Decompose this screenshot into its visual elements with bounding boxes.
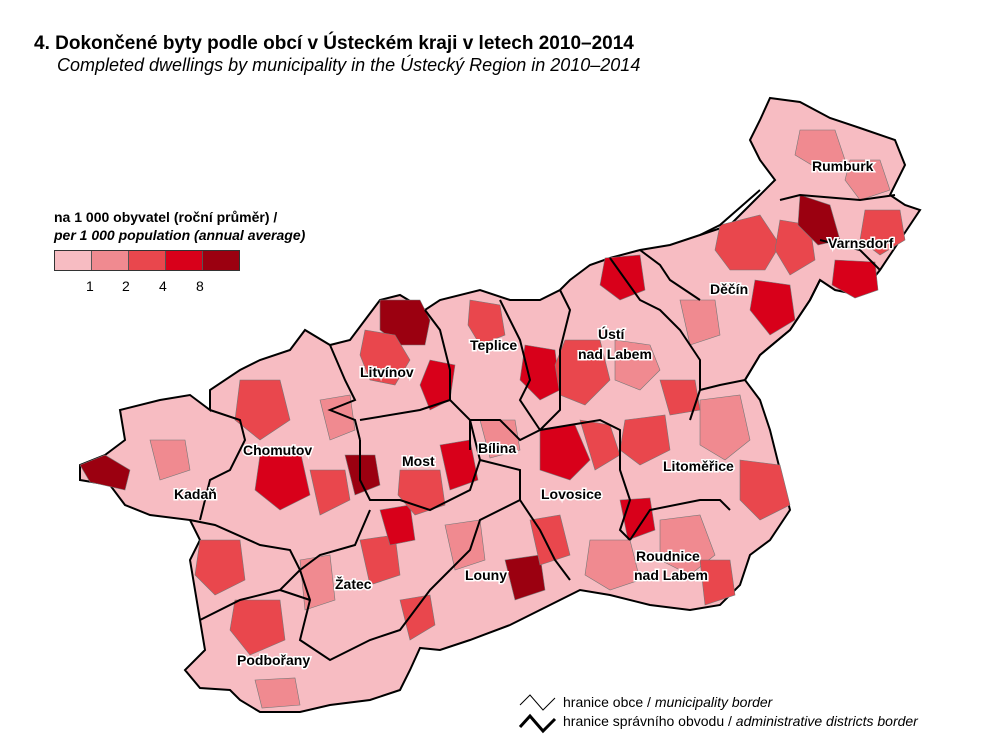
district-labels: Rumburk Varnsdorf Děčín Ústí nad Labem T…: [173, 157, 896, 670]
label-bilina: Bílina: [478, 440, 516, 456]
legend-swatch-2: [92, 251, 129, 270]
legend-swatch-4: [166, 251, 203, 270]
legend-tick-1: 1: [86, 278, 94, 294]
choropleth-patches: [79, 129, 906, 709]
label-roudnice-line1: Roudnice: [636, 548, 700, 564]
label-most: Most: [402, 453, 435, 469]
municipality-border-legend: hranice obce / municipality border: [563, 694, 772, 710]
legend-title: na 1 000 obyvatel (roční průměr) / per 1…: [54, 208, 305, 244]
legend-swatches: [54, 250, 240, 271]
label-chomutov: Chomutov: [243, 442, 312, 458]
map-title: 4. Dokončené byty podle obcí v Ústeckém …: [34, 33, 634, 54]
label-litvinov: Litvínov: [360, 364, 414, 380]
legend-swatch-5: [203, 251, 239, 270]
district-borders: [189, 189, 896, 662]
label-rumburk: Rumburk: [812, 158, 874, 174]
map-subtitle: Completed dwellings by municipality in t…: [57, 55, 641, 75]
label-litomerice: Litoměřice: [663, 458, 734, 474]
legend-title-en: per 1 000 population (annual average): [54, 227, 306, 243]
municipality-border-symbol: [519, 694, 556, 711]
label-lovosice: Lovosice: [541, 486, 602, 502]
legend-swatch-3: [129, 251, 166, 270]
label-zatec: Žatec: [335, 575, 372, 592]
district-border-en: administrative districts border: [735, 713, 918, 729]
label-decin: Děčín: [710, 281, 748, 297]
district-border-cz: hranice správního obvodu /: [563, 713, 732, 729]
legend-tick-3: 4: [159, 278, 167, 294]
label-usti: Ústí nad Labem: [578, 325, 652, 362]
district-border-legend: hranice správního obvodu / administrativ…: [563, 713, 918, 729]
legend-title-cz: na 1 000 obyvatel (roční průměr) /: [54, 209, 278, 225]
label-varnsdorf: Varnsdorf: [828, 235, 894, 251]
label-kadan: Kadaň: [174, 486, 217, 502]
label-roudnice: Roudnice nad Labem: [634, 548, 708, 583]
legend-swatch-1: [55, 251, 92, 270]
district-border-symbol: [518, 713, 557, 734]
municipality-border-en: municipality border: [654, 694, 773, 710]
label-roudnice-line2: nad Labem: [634, 567, 708, 583]
label-usti-line1: Ústí: [598, 325, 626, 342]
label-usti-line2: nad Labem: [578, 346, 652, 362]
region-outline: [79, 96, 922, 713]
legend-tick-2: 2: [122, 278, 130, 294]
label-podborany: Podbořany: [237, 652, 310, 668]
label-louny: Louny: [465, 567, 507, 583]
municipality-border-cz: hranice obce /: [563, 694, 651, 710]
legend-tick-4: 8: [196, 278, 204, 294]
label-teplice: Teplice: [470, 337, 517, 353]
